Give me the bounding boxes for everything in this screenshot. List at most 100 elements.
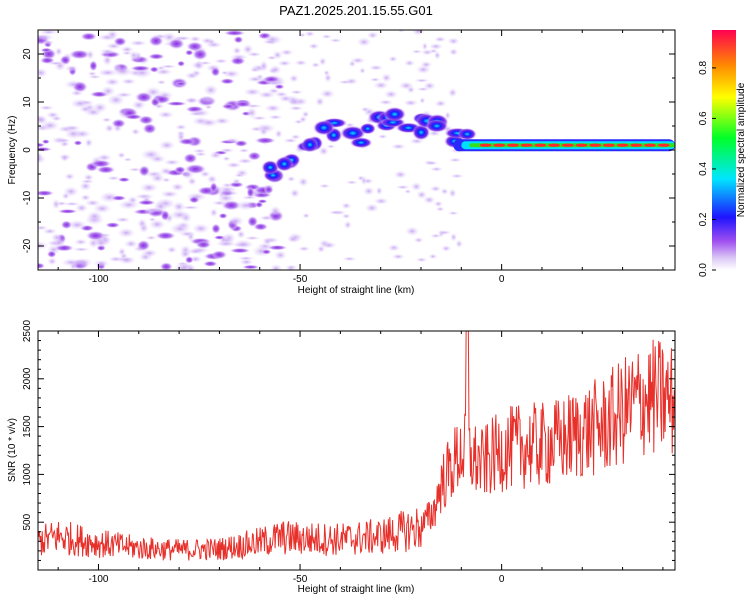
heatmap-signal-cell xyxy=(359,122,376,135)
heatmap-noise-cell xyxy=(136,239,151,252)
heatmap-noise-cell xyxy=(244,236,261,241)
heatmap-noise-cell xyxy=(117,247,127,257)
heatmap-noise-cell xyxy=(323,69,330,77)
heatmap-noise-cell xyxy=(68,49,91,60)
heatmap-noise-cell xyxy=(38,105,55,111)
heatmap-noise-cell xyxy=(231,178,241,185)
heatmap-noise-cell xyxy=(145,235,158,241)
heatmap-noise-cell xyxy=(243,87,262,97)
heatmap-noise-cell xyxy=(184,256,194,264)
heatmap-noise-cell xyxy=(148,35,164,47)
heatmap-noise-cell xyxy=(161,177,172,183)
heatmap-noise-cell xyxy=(159,190,180,199)
heatmap-noise-cell xyxy=(254,137,276,144)
heatmap-noise-cell xyxy=(377,134,388,140)
heatmap-noise-cell xyxy=(83,173,94,182)
heatmap-noise-cell xyxy=(152,200,169,213)
heatmap-noise-cell xyxy=(148,217,157,222)
heatmap-noise-cell xyxy=(105,222,121,229)
heatmap-noise-cell xyxy=(311,62,321,68)
heatmap-noise-cell xyxy=(375,186,383,196)
heatmap-noise-cell xyxy=(120,78,137,85)
heatmap-noise-cell xyxy=(297,246,311,252)
heatmap-noise-cell xyxy=(128,39,148,47)
heatmap-signal-cell xyxy=(412,124,431,141)
heatmap-noise-cell xyxy=(378,99,394,106)
heatmap-noise-cell xyxy=(166,245,178,254)
heatmap-noise-cell xyxy=(101,117,112,123)
heatmap-noise-cell xyxy=(100,85,116,97)
heatmap-noise-cell xyxy=(170,182,185,192)
heatmap-noise-cell xyxy=(404,189,412,194)
heatmap-noise-cell xyxy=(279,48,294,56)
heatmap-noise-cell xyxy=(38,114,49,126)
heatmap-noise-cell xyxy=(103,77,121,87)
heatmap-noise-cell xyxy=(128,50,139,61)
heatmap-noise-cell xyxy=(60,220,73,230)
heatmap-noise-cell xyxy=(157,110,175,119)
heatmap-noise-cell xyxy=(51,198,61,210)
heatmap-noise-cell xyxy=(140,148,162,161)
heatmap-noise-cell xyxy=(429,233,442,239)
heatmap-noise-cell xyxy=(188,35,202,43)
heatmap-noise-cell xyxy=(66,219,88,230)
heatmap-noise-cell xyxy=(428,253,438,260)
heatmap-noise-cell xyxy=(236,158,254,165)
heatmap-noise-cell xyxy=(433,200,444,208)
heatmap-noise-cell xyxy=(60,258,82,267)
heatmap-noise-cell xyxy=(174,81,187,87)
heatmap-noise-cell xyxy=(71,81,88,93)
heatmap-noise-cell xyxy=(245,106,258,119)
heatmap-noise-cell xyxy=(211,250,228,260)
heatmap-noise-cell xyxy=(112,63,123,73)
heatmap-noise-cell xyxy=(249,67,261,73)
x-tick-label: -100 xyxy=(88,574,108,585)
heatmap-noise-cell xyxy=(223,30,246,36)
heatmap-noise-cell xyxy=(98,48,117,55)
heatmap-noise-cell xyxy=(423,81,437,91)
snr-x-ticks: -100 -50 0 xyxy=(57,331,664,585)
heatmap-noise-cell xyxy=(356,37,372,47)
heatmap-noise-cell xyxy=(250,115,268,121)
heatmap-noise-cell xyxy=(159,262,173,270)
heatmap-noise-cell xyxy=(290,134,302,140)
heatmap-noise-cell xyxy=(90,159,112,168)
heatmap-noise-cell xyxy=(448,48,459,56)
spectrogram-y-label: Frequency (Hz) xyxy=(7,116,18,185)
heatmap-noise-cell xyxy=(70,89,84,97)
heatmap-noise-cell xyxy=(186,41,204,52)
heatmap-noise-cell xyxy=(188,196,200,204)
heatmap-noise-cell xyxy=(284,264,298,270)
heatmap-noise-cell xyxy=(147,53,165,60)
heatmap-noise-cell xyxy=(419,97,426,105)
heatmap-noise-cell xyxy=(264,104,282,113)
heatmap-noise-cell xyxy=(156,79,167,85)
x-tick-label: -50 xyxy=(293,574,308,585)
heatmap-noise-cell xyxy=(137,218,148,229)
heatmap-noise-cell xyxy=(204,104,213,110)
colorbar-tick-label: 0.6 xyxy=(698,111,709,125)
heatmap-noise-cell xyxy=(38,33,54,41)
heatmap-noise-cell xyxy=(38,142,46,148)
heatmap-noise-cell xyxy=(184,49,194,56)
heatmap-noise-cell xyxy=(304,30,316,38)
heatmap-noise-cell xyxy=(167,38,185,50)
heatmap-noise-cell xyxy=(123,239,139,249)
heatmap-noise-cell xyxy=(57,208,78,214)
heatmap-noise-cell xyxy=(288,105,304,111)
colorbar-label: Normalized spectral amplitude xyxy=(736,82,747,217)
y-tick-label: 2000 xyxy=(22,367,33,390)
heatmap-carrier-peak xyxy=(575,143,588,147)
heatmap-noise-cell xyxy=(87,71,98,77)
heatmap-noise-cell xyxy=(206,174,218,184)
heatmap-noise-cell xyxy=(415,257,428,263)
heatmap-noise-cell xyxy=(41,139,50,145)
snr-series-line xyxy=(38,331,675,561)
x-tick-label: -100 xyxy=(88,274,108,285)
colorbar-gradient xyxy=(712,30,736,270)
heatmap-noise-cell xyxy=(71,247,91,252)
heatmap-noise-cell xyxy=(259,59,269,72)
heatmap-noise-cell xyxy=(46,250,57,258)
heatmap-noise-cell xyxy=(205,41,223,49)
x-tick-label: -50 xyxy=(293,274,308,285)
